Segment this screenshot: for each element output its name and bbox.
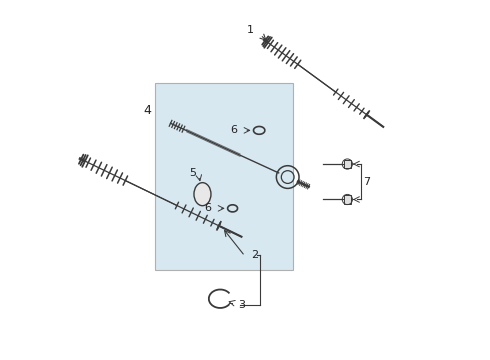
FancyBboxPatch shape [155, 82, 293, 270]
Text: 1: 1 [247, 26, 254, 35]
Text: 3: 3 [238, 300, 245, 310]
Text: 7: 7 [363, 177, 370, 187]
Text: 5: 5 [189, 168, 196, 178]
FancyBboxPatch shape [343, 160, 351, 168]
Text: 6: 6 [230, 125, 237, 135]
Text: 4: 4 [144, 104, 151, 117]
Text: 2: 2 [251, 250, 259, 260]
FancyBboxPatch shape [343, 195, 351, 204]
Ellipse shape [194, 183, 211, 206]
Text: 6: 6 [205, 203, 212, 213]
